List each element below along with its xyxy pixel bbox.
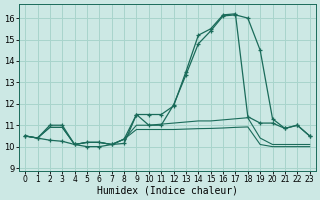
X-axis label: Humidex (Indice chaleur): Humidex (Indice chaleur): [97, 186, 238, 196]
